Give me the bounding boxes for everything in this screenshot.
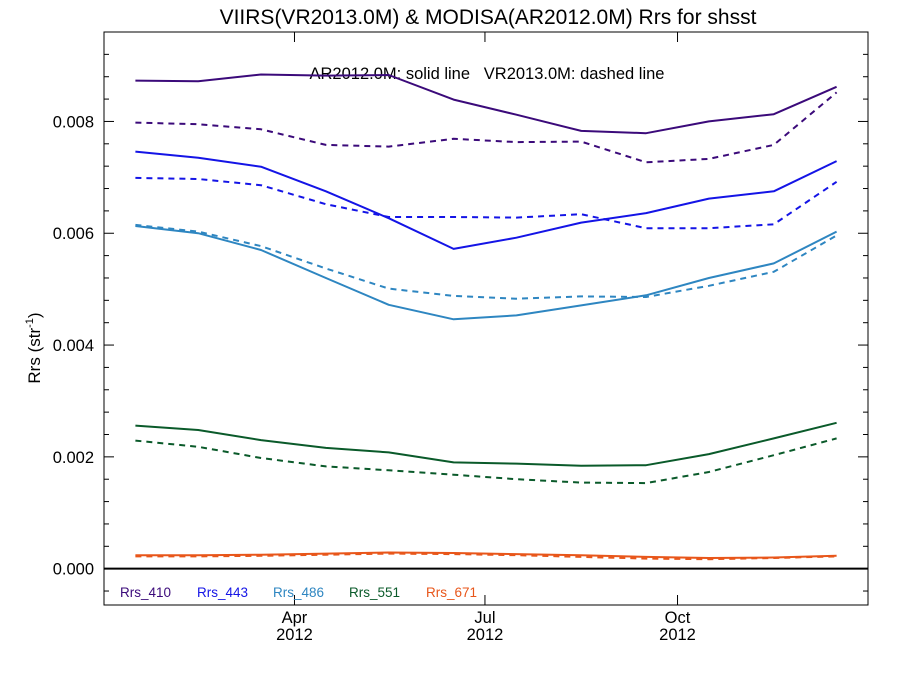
y-tick-label: 0.006	[53, 225, 94, 243]
series-rrs-551-dashed	[135, 437, 837, 485]
legend-entry-rrs-443: Rrs_443	[197, 585, 248, 600]
y-axis-label-superscript: -1	[24, 318, 36, 328]
y-axis-label: Rrs (str-1)	[24, 312, 44, 383]
legend: Rrs_410 Rrs_443 Rrs_486 Rrs_551 Rrs_671	[120, 585, 477, 600]
series-rrs-443-dashed	[135, 176, 838, 230]
series-rrs-410-dashed	[135, 91, 838, 164]
series-rrs-551-solid	[135, 421, 837, 467]
series-rrs-443-solid	[135, 150, 838, 250]
y-tick-label: 0.004	[53, 337, 94, 355]
x-tick-label-year: 2012	[659, 626, 696, 644]
y-axis-label-close: )	[25, 312, 44, 318]
y-tick-label: 0.000	[53, 561, 94, 579]
series-rrs-671-solid	[135, 551, 837, 559]
x-tick-label-month: Jul	[474, 609, 495, 627]
plot-frame	[103, 31, 869, 606]
series-rrs-671-dashed	[135, 552, 837, 561]
x-tick-label-year: 2012	[276, 626, 313, 644]
legend-entry-rrs-486: Rrs_486	[273, 585, 324, 600]
legend-entry-rrs-410: Rrs_410	[120, 585, 171, 600]
series-rrs-410-solid	[135, 73, 837, 135]
y-tick-label: 0.002	[53, 449, 94, 467]
legend-entry-rrs-671: Rrs_671	[426, 585, 477, 600]
x-tick-label-month: Apr	[282, 609, 308, 627]
axes: 0.0000.0020.0040.0060.008Apr2012Jul2012O…	[53, 32, 868, 644]
plot-area	[104, 73, 868, 570]
series-rrs-486-solid	[135, 225, 838, 321]
series-rrs-486-dashed	[135, 223, 838, 300]
x-tick-label-month: Oct	[665, 609, 691, 627]
line-style-annotation: AR2012.0M: solid line VR2013.0M: dashed …	[310, 65, 665, 83]
y-tick-label: 0.008	[53, 113, 94, 131]
chart-title: VIIRS(VR2013.0M) & MODISA(AR2012.0M) Rrs…	[220, 6, 757, 29]
x-tick-label-year: 2012	[467, 626, 504, 644]
legend-entry-rrs-551: Rrs_551	[349, 585, 400, 600]
y-axis-label-main: Rrs (str	[25, 328, 44, 384]
